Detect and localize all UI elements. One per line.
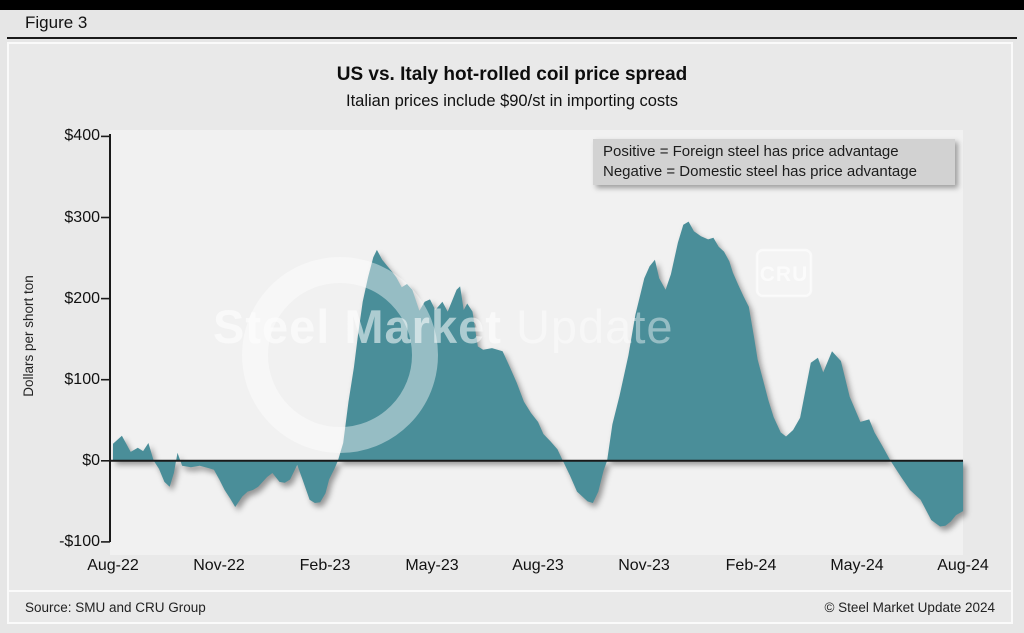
x-tick-label: May-24: [830, 557, 884, 574]
x-tick-label: Aug-23: [512, 557, 564, 574]
x-tick-label: Aug-24: [937, 557, 989, 574]
x-tick-label: Feb-23: [299, 557, 351, 574]
cru-logo-watermark: [755, 248, 813, 298]
smu-text-light: Update: [502, 300, 674, 353]
y-tick-label: $0: [82, 452, 100, 469]
spread-area: [113, 221, 964, 527]
y-tick-label: $300: [64, 209, 100, 226]
y-axis-title: Dollars per short ton: [21, 275, 36, 397]
annotation-line-negative: Negative = Domestic steel has price adva…: [603, 163, 917, 180]
x-tick-label: Aug-22: [87, 557, 139, 574]
smu-logo-watermark: [242, 257, 438, 453]
top-bar: [0, 0, 1024, 10]
x-tick-label: May-23: [405, 557, 459, 574]
annotation-line-positive: Positive = Foreign steel has price advan…: [603, 143, 899, 160]
x-tick-label: Nov-22: [193, 557, 245, 574]
annotation-box: Positive = Foreign steel has price advan…: [593, 139, 955, 185]
figure-label: Figure 3: [25, 13, 88, 32]
chart-title: US vs. Italy hot-rolled coil price sprea…: [336, 64, 688, 85]
chart-subtitle: Italian prices include $90/st in importi…: [346, 92, 678, 110]
x-tick-label: Nov-23: [618, 557, 670, 574]
footer-copyright-text: © Steel Market Update 2024: [824, 600, 995, 615]
y-tick-label: $400: [64, 127, 100, 144]
x-tick-label: Feb-24: [725, 557, 777, 574]
footer-source-text: Source: SMU and CRU Group: [25, 600, 206, 615]
header-rule: [7, 37, 1017, 39]
y-tick-label: $100: [64, 371, 100, 388]
smu-text-watermark: Steel Market Update: [213, 300, 674, 353]
footer-strip: [7, 590, 1013, 624]
cru-watermark-text: CRU: [760, 263, 809, 286]
y-tick-label: $200: [64, 290, 100, 307]
smu-text-bold: Steel Market: [213, 300, 502, 353]
y-tick-label: -$100: [59, 533, 100, 550]
